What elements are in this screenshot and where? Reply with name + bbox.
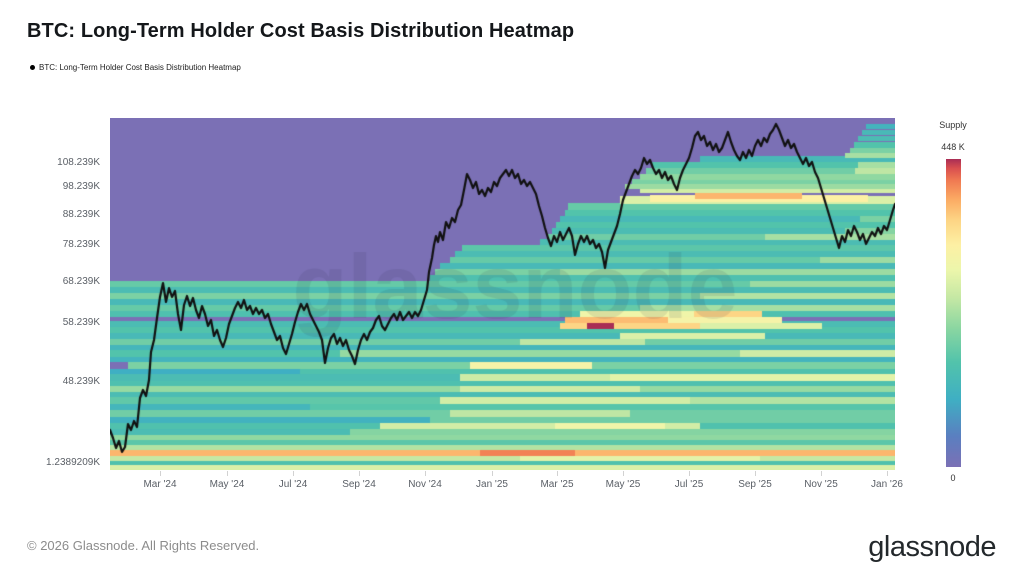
x-tick-label: Jan '25	[476, 479, 508, 490]
x-tick-label: Jul '25	[674, 479, 704, 490]
x-tick-label: Sep '25	[738, 479, 772, 490]
glassnode-logo: glassnode	[868, 531, 996, 563]
copyright-text: © 2026 Glassnode. All Rights Reserved.	[27, 538, 260, 553]
y-axis: 108.239K 98.239K 88.239K 78.239K 68.239K 58.2…	[0, 118, 100, 470]
heatmap-plot-area[interactable]	[110, 118, 895, 470]
x-tick-mark	[425, 471, 426, 476]
legend-label: BTC: Long-Term Holder Cost Basis Distrib…	[39, 63, 241, 72]
x-tick-mark	[623, 471, 624, 476]
x-tick-label: Mar '24	[143, 479, 177, 490]
colorbar-min-label: 0	[950, 473, 956, 483]
y-tick-label: 78.239K	[62, 239, 100, 250]
y-tick-label: 68.239K	[62, 276, 100, 287]
colorbar-gradient	[946, 159, 961, 467]
legend-marker-icon	[30, 65, 35, 70]
y-tick-label: 1.2389209K	[46, 457, 100, 468]
x-tick-mark	[160, 471, 161, 476]
x-tick-mark	[293, 471, 294, 476]
colorbar: Supply 448 K 0	[915, 118, 995, 490]
heatmap-canvas[interactable]	[110, 118, 895, 470]
x-tick-label: Sep '24	[342, 479, 376, 490]
x-tick-label: Jul '24	[278, 479, 308, 490]
x-tick-mark	[359, 471, 360, 476]
y-tick-label: 88.239K	[62, 209, 100, 220]
x-tick-mark	[821, 471, 822, 476]
x-tick-mark	[689, 471, 690, 476]
x-tick-label: Nov '24	[408, 479, 442, 490]
x-tick-label: Mar '25	[540, 479, 574, 490]
y-tick-label: 48.239K	[62, 376, 100, 387]
x-tick-label: May '24	[209, 479, 245, 490]
x-tick-mark	[887, 471, 888, 476]
x-tick-label: Nov '25	[804, 479, 838, 490]
x-tick-mark	[755, 471, 756, 476]
x-tick-mark	[227, 471, 228, 476]
x-tick-mark	[557, 471, 558, 476]
x-tick-mark	[492, 471, 493, 476]
colorbar-title: Supply	[939, 120, 967, 130]
y-tick-label: 58.239K	[62, 317, 100, 328]
x-tick-label: May '25	[605, 479, 641, 490]
colorbar-max-label: 448 K	[941, 142, 965, 152]
y-tick-label: 98.239K	[62, 181, 100, 192]
y-tick-label: 108.239K	[57, 157, 100, 168]
legend-item[interactable]: BTC: Long-Term Holder Cost Basis Distrib…	[30, 63, 241, 72]
page-title: BTC: Long-Term Holder Cost Basis Distrib…	[27, 20, 575, 42]
x-tick-label: Jan '26	[871, 479, 903, 490]
x-axis: Mar '24 May '24 Jul '24 Sep '24 Nov '24 Jan '…	[110, 470, 903, 498]
